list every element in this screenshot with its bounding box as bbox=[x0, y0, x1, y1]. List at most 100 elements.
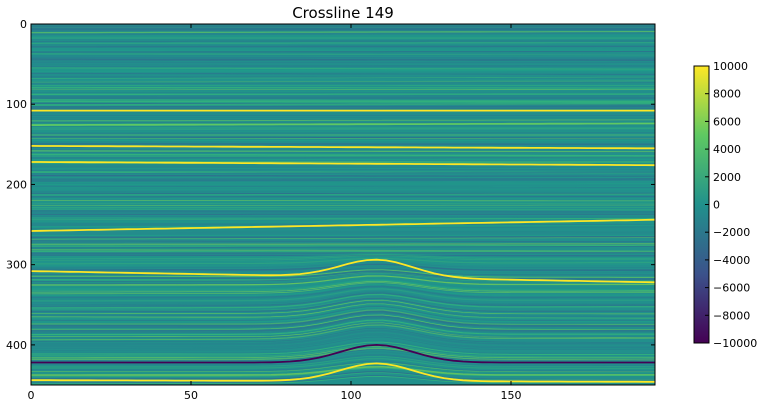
seismic-trace bbox=[31, 185, 655, 188]
seismic-trace bbox=[31, 281, 655, 293]
colorbar-tick-label: 10000 bbox=[713, 60, 748, 73]
seismic-trace bbox=[31, 253, 655, 260]
seismic-trace bbox=[31, 72, 655, 75]
seismic-trace bbox=[31, 181, 655, 184]
seismic-trace bbox=[31, 279, 655, 291]
seismic-trace bbox=[31, 354, 655, 367]
seismic-trace bbox=[31, 286, 655, 300]
seismic-trace bbox=[31, 269, 655, 278]
seismic-trace bbox=[31, 98, 655, 102]
seismic-trace bbox=[31, 252, 655, 259]
seismic-trace bbox=[31, 284, 655, 297]
seismic-trace bbox=[31, 58, 655, 62]
x-axis: 0 50 100 150 bbox=[28, 24, 522, 402]
seismic-trace bbox=[31, 30, 655, 34]
seismic-trace bbox=[31, 243, 655, 246]
seismic-trace bbox=[31, 174, 655, 178]
seismic-trace bbox=[31, 257, 655, 265]
seismic-trace bbox=[31, 248, 655, 253]
seismic-trace bbox=[31, 297, 655, 313]
seismic-trace bbox=[31, 240, 655, 243]
seismic-trace bbox=[31, 362, 655, 373]
seismic-trace bbox=[31, 280, 655, 292]
seismic-trace bbox=[31, 244, 655, 247]
seismic-trace bbox=[31, 314, 655, 330]
colorbar-tick-label: −8000 bbox=[713, 309, 750, 322]
seismic-trace bbox=[31, 341, 655, 356]
colorbar-tick-label: 0 bbox=[713, 199, 720, 212]
seismic-trace bbox=[31, 40, 655, 42]
seismic-trace bbox=[31, 102, 655, 106]
seismic-trace bbox=[31, 236, 655, 239]
seismic-trace bbox=[31, 153, 655, 157]
seismic-trace bbox=[31, 88, 655, 91]
x-tick-label: 150 bbox=[501, 389, 522, 402]
seismic-trace bbox=[31, 270, 655, 280]
seismic-trace bbox=[31, 237, 655, 240]
seismic-trace bbox=[31, 76, 655, 80]
seismic-trace bbox=[31, 288, 655, 302]
plot-frame bbox=[30, 23, 656, 386]
seismic-trace bbox=[31, 119, 655, 122]
colorbar-tick-label: 4000 bbox=[713, 143, 741, 156]
strong-reflector bbox=[31, 145, 655, 150]
seismic-trace bbox=[31, 285, 655, 299]
strong-reflector bbox=[31, 122, 655, 126]
colorbar-tick-label: 2000 bbox=[713, 171, 741, 184]
seismic-trace bbox=[31, 188, 655, 191]
seismic-trace bbox=[31, 315, 655, 332]
x-tick-label: 100 bbox=[341, 389, 362, 402]
y-tick-label: 100 bbox=[6, 98, 27, 111]
seismic-trace bbox=[31, 339, 655, 355]
seismic-trace bbox=[31, 157, 655, 159]
seismic-trace bbox=[31, 130, 655, 133]
seismic-trace bbox=[31, 229, 655, 233]
seismic-trace bbox=[31, 255, 655, 261]
seismic-trace bbox=[31, 261, 655, 268]
seismic-trace bbox=[31, 323, 655, 339]
seismic-trace bbox=[31, 193, 655, 196]
seismic-trace bbox=[31, 220, 655, 224]
seismic-trace bbox=[31, 150, 655, 153]
seismic-trace bbox=[31, 355, 655, 367]
seismic-trace bbox=[31, 100, 655, 103]
seismic-trace bbox=[31, 42, 655, 44]
seismic-trace bbox=[31, 222, 655, 226]
y-tick-label: 200 bbox=[6, 178, 27, 191]
x-tick-label: 0 bbox=[28, 389, 35, 402]
colorbar-tick-label: −4000 bbox=[713, 254, 750, 267]
seismic-trace bbox=[31, 360, 655, 372]
strong-reflector bbox=[31, 161, 655, 167]
plot-background bbox=[31, 24, 655, 385]
seismic-trace bbox=[31, 336, 655, 351]
seismic-trace bbox=[31, 73, 655, 76]
seismic-trace bbox=[31, 215, 655, 218]
seismic-trace bbox=[31, 358, 655, 370]
seismic-trace bbox=[31, 275, 655, 286]
seismic-trace bbox=[31, 349, 655, 362]
seismic-trace bbox=[31, 204, 655, 206]
seismic-trace bbox=[31, 47, 655, 50]
y-tick-label: 0 bbox=[20, 18, 27, 31]
y-axis: 0 100 200 300 400 bbox=[6, 18, 655, 352]
seismic-trace bbox=[31, 54, 655, 57]
seismic-trace bbox=[31, 64, 655, 67]
seismic-trace bbox=[31, 282, 655, 295]
colorbar-tick-label: −10000 bbox=[713, 337, 757, 350]
seismic-trace bbox=[31, 186, 655, 189]
seismic-trace bbox=[31, 259, 655, 266]
strong-reflector bbox=[31, 258, 655, 284]
seismic-trace bbox=[31, 306, 655, 323]
seismic-trace bbox=[31, 309, 655, 326]
colorbar-tick-label: 6000 bbox=[713, 115, 741, 128]
seismic-trace bbox=[31, 69, 655, 73]
seismic-trace bbox=[31, 208, 655, 211]
seismic-trace bbox=[31, 334, 655, 350]
seismic-trace bbox=[31, 303, 655, 320]
seismic-trace bbox=[31, 155, 655, 158]
seismic-trace bbox=[31, 245, 655, 249]
seismic-trace bbox=[31, 53, 655, 56]
seismic-trace bbox=[31, 276, 655, 288]
seismic-trace bbox=[31, 327, 655, 343]
